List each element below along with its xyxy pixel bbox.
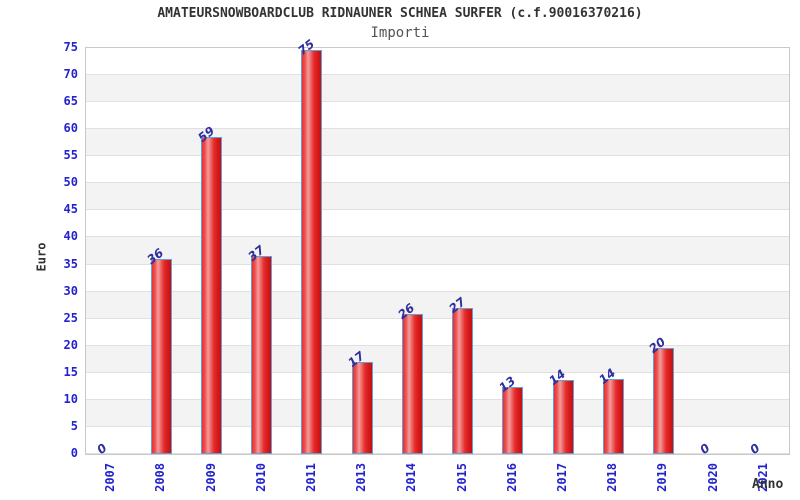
- x-tick-label: 2016: [504, 463, 519, 492]
- x-tick-label: 2008: [153, 463, 168, 492]
- x-tick-label: 2014: [404, 463, 419, 492]
- y-tick-label: 25: [63, 310, 78, 325]
- grid-band: [86, 237, 789, 265]
- chart-subtitle: Importi: [370, 25, 430, 41]
- grid-band: [86, 318, 789, 346]
- grid-band: [86, 426, 789, 454]
- x-tick-label: 2020: [705, 463, 720, 492]
- x-axis-label: Anno: [752, 477, 784, 492]
- x-tick-label: 2018: [605, 463, 620, 492]
- bar: [251, 256, 273, 454]
- bar: [652, 348, 674, 454]
- bar: [602, 379, 624, 454]
- grid-band: [86, 345, 789, 373]
- y-tick-label: 20: [63, 337, 78, 352]
- y-tick-label: 60: [63, 121, 78, 136]
- y-tick-label: 65: [63, 94, 78, 109]
- y-tick-label: 40: [63, 229, 78, 244]
- grid-band: [86, 399, 789, 427]
- grid-band: [86, 48, 789, 76]
- plot-area: [85, 47, 790, 455]
- y-tick-label: 75: [63, 40, 78, 54]
- x-tick-label: 2007: [103, 463, 118, 492]
- x-tick-label: 2013: [354, 463, 369, 492]
- grid-band: [86, 75, 789, 103]
- y-tick-label: 45: [63, 202, 78, 217]
- bar: [452, 308, 474, 454]
- y-tick-label: 55: [63, 148, 78, 163]
- grid-band: [86, 372, 789, 400]
- y-tick-label: 10: [63, 391, 78, 406]
- y-tick-label: 50: [63, 175, 78, 190]
- grid-band: [86, 102, 789, 130]
- y-tick-label: 30: [63, 283, 78, 298]
- grid-band: [86, 291, 789, 319]
- y-tick-label: 70: [63, 67, 78, 82]
- x-tick-label: 2010: [253, 463, 268, 492]
- y-tick-label: 15: [63, 364, 78, 379]
- y-tick-label: 35: [63, 256, 78, 271]
- bar: [502, 387, 524, 454]
- bar: [301, 50, 323, 454]
- x-tick-label: 2009: [203, 463, 218, 492]
- chart-title: AMATEURSNOWBOARDCLUB RIDNAUNER SCHNEA SU…: [157, 6, 643, 21]
- grid-band: [86, 129, 789, 157]
- grid-band: [86, 156, 789, 184]
- bar: [401, 314, 423, 454]
- grid-band: [86, 264, 789, 292]
- bar: [150, 259, 172, 454]
- bar: [552, 380, 574, 454]
- bar: [201, 137, 223, 454]
- grid-band: [86, 183, 789, 211]
- y-tick-label: 5: [70, 418, 78, 433]
- y-tick-label: 0: [70, 446, 78, 460]
- x-tick-label: 2015: [454, 463, 469, 492]
- x-tick-label: 2011: [303, 463, 318, 492]
- x-tick-label: 2019: [655, 463, 670, 492]
- x-tick-label: 2017: [555, 463, 570, 492]
- bar: [351, 362, 373, 454]
- grid-band: [86, 210, 789, 238]
